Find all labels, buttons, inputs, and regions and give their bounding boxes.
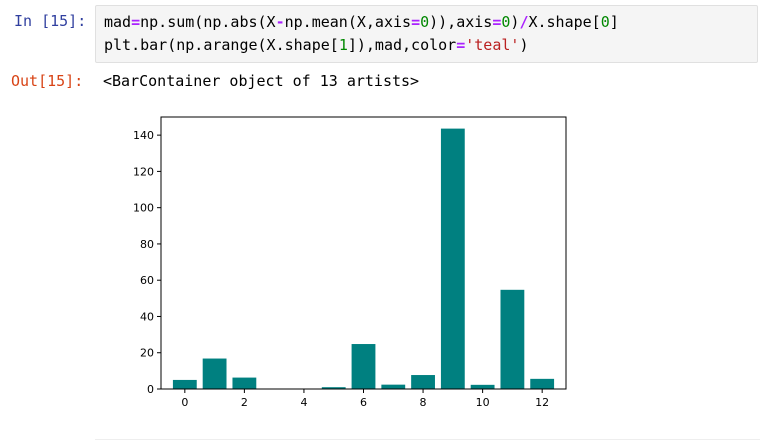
code-token: np.sum(np.abs(X bbox=[140, 13, 276, 31]
y-tick-label: 60 bbox=[140, 274, 154, 287]
code-token: 0 bbox=[600, 13, 610, 31]
code-token: - bbox=[275, 13, 285, 31]
bar-9 bbox=[440, 128, 465, 390]
output-prompt: Out[15]: bbox=[11, 72, 84, 90]
bars bbox=[172, 128, 555, 390]
x-tick-label: 2 bbox=[241, 396, 248, 409]
y-tick-label: 20 bbox=[140, 347, 154, 360]
y-tick-label: 80 bbox=[140, 238, 154, 251]
code-token: ] bbox=[609, 13, 619, 31]
bar-6 bbox=[351, 344, 376, 389]
code-token: X.shape[ bbox=[528, 13, 601, 31]
bar-10 bbox=[470, 384, 495, 389]
y-tick-label: 0 bbox=[147, 383, 154, 396]
code-token: = bbox=[456, 36, 466, 54]
code-token: = bbox=[411, 13, 421, 31]
code-token: 'teal' bbox=[465, 36, 520, 54]
plot-frame bbox=[160, 116, 567, 390]
bar-8 bbox=[411, 375, 435, 389]
bar-7 bbox=[381, 384, 406, 389]
code-token: )),axis bbox=[429, 13, 493, 31]
x-axis-ticks: 0 2 4 6 8 10 12 bbox=[181, 389, 549, 409]
y-tick-label: 100 bbox=[133, 202, 154, 215]
cell-divider bbox=[95, 439, 760, 440]
code-token: plt.bar(np.arange(X.shape[ bbox=[104, 36, 339, 54]
y-tick-label: 120 bbox=[133, 165, 154, 178]
bar-1 bbox=[202, 358, 227, 389]
bar-2 bbox=[232, 377, 257, 389]
x-tick-label: 0 bbox=[181, 396, 188, 409]
code-line-2[interactable]: plt.bar(np.arange(X.shape[1]),mad,color=… bbox=[104, 36, 528, 54]
code-token: / bbox=[519, 13, 529, 31]
code-token: mad bbox=[104, 13, 132, 31]
y-axis-ticks: 0 20 40 60 80 100 120 140 bbox=[133, 129, 161, 396]
code-token: 0 bbox=[501, 13, 511, 31]
code-line-1[interactable]: mad=np.sum(np.abs(X-np.mean(X,axis=0)),a… bbox=[104, 13, 619, 31]
code-token: ) bbox=[510, 13, 520, 31]
code-token: 0 bbox=[420, 13, 430, 31]
code-cell[interactable]: mad=np.sum(np.abs(X-np.mean(X,axis=0)),a… bbox=[95, 5, 758, 63]
bar-12 bbox=[530, 378, 555, 389]
code-token: np.mean(X,axis bbox=[284, 13, 412, 31]
x-tick-label: 6 bbox=[360, 396, 367, 409]
y-tick-label: 140 bbox=[133, 129, 154, 142]
x-tick-label: 12 bbox=[535, 396, 549, 409]
code-token: 1 bbox=[338, 36, 348, 54]
x-tick-label: 8 bbox=[420, 396, 427, 409]
input-prompt: In [15]: bbox=[14, 12, 87, 30]
y-tick-label: 40 bbox=[140, 310, 154, 323]
x-tick-label: 4 bbox=[300, 396, 307, 409]
code-token: = bbox=[492, 13, 502, 31]
code-token: ]),mad,color bbox=[347, 36, 457, 54]
code-token: ) bbox=[519, 36, 529, 54]
code-token: = bbox=[131, 13, 141, 31]
bar-11 bbox=[500, 289, 525, 389]
bar-0 bbox=[172, 379, 197, 389]
x-tick-label: 10 bbox=[476, 396, 490, 409]
bar-5 bbox=[321, 387, 346, 389]
output-text: <BarContainer object of 13 artists> bbox=[103, 72, 420, 90]
